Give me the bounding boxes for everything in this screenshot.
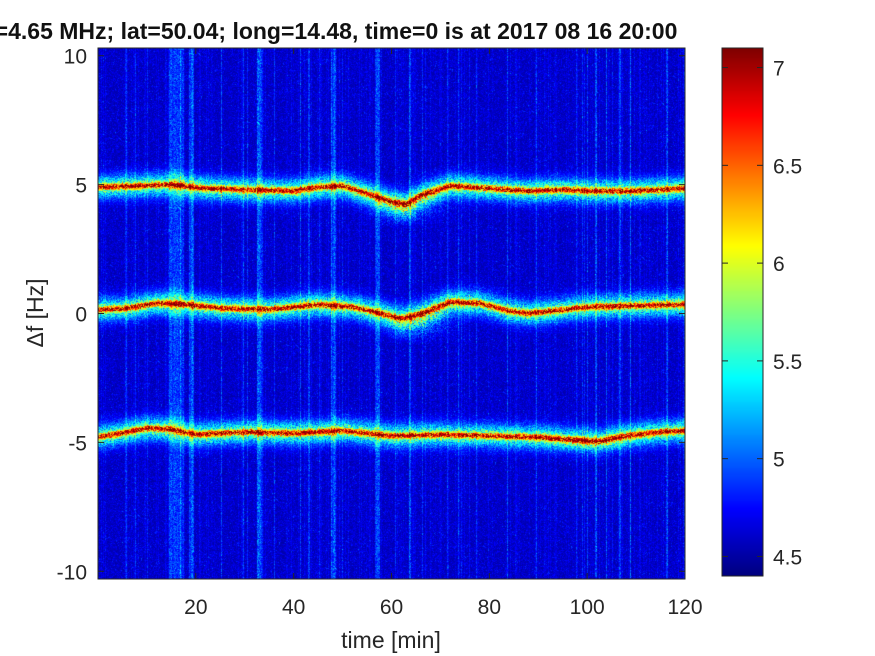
y-tick-label: 0 xyxy=(75,304,87,327)
x-axis-label: time [min] xyxy=(341,627,441,653)
colorbar-axis: 4.5 5 5.5 6 6.5 7 xyxy=(722,58,802,569)
x-tick-label: 60 xyxy=(380,596,403,619)
colorbar-tick-label: 6 xyxy=(773,253,785,276)
y-tick-label: -10 xyxy=(57,561,87,584)
x-tick-label: 40 xyxy=(282,596,305,619)
colorbar-tick-label: 7 xyxy=(773,58,785,81)
y-axis: -10 -5 0 5 10 xyxy=(57,46,685,584)
colorbar-tick-label: 5.5 xyxy=(773,351,802,374)
x-tick-label: 120 xyxy=(667,596,702,619)
y-axis-label: Δf [Hz] xyxy=(22,278,48,347)
y-tick-label: 5 xyxy=(75,175,87,198)
chart-title: f=4.65 MHz; lat=50.04; long=14.48, time=… xyxy=(0,18,678,44)
colorbar-frame xyxy=(721,47,764,577)
heatmap-image xyxy=(98,48,685,579)
colorbar-tick-label: 5 xyxy=(773,449,785,472)
x-tick-label: 20 xyxy=(184,596,207,619)
y-tick-label: 10 xyxy=(64,46,87,69)
colorbar-tick-label: 4.5 xyxy=(773,546,802,569)
x-axis: 20 40 60 80 100 120 xyxy=(184,48,703,619)
y-tick-label: -5 xyxy=(68,432,87,455)
x-tick-label: 100 xyxy=(570,596,605,619)
colorbar-tick-label: 6.5 xyxy=(773,155,802,178)
colorbar xyxy=(722,48,763,576)
x-tick-label: 80 xyxy=(478,596,501,619)
